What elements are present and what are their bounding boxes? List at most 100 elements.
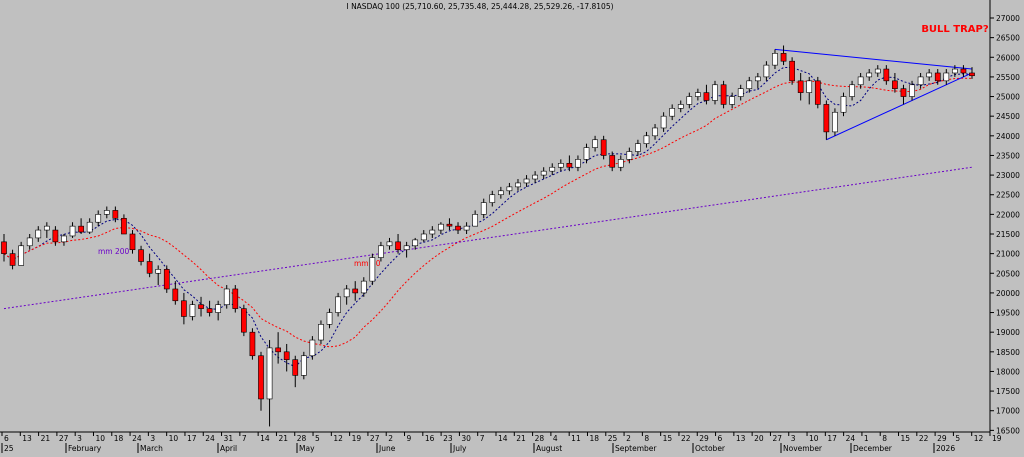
x-month-label: March — [140, 444, 163, 453]
x-day-label: 21 — [278, 434, 288, 443]
candle-body — [849, 84, 855, 97]
candle-body — [772, 53, 778, 66]
x-day-label: 14 — [498, 434, 508, 443]
mm200-line — [3, 166, 973, 310]
x-day-label: 15 — [901, 434, 911, 443]
candle-body — [412, 239, 419, 247]
x-day-label: 18 — [114, 434, 124, 443]
x-day-label: 17 — [187, 434, 197, 443]
candle-body — [720, 84, 727, 105]
candle-body — [583, 147, 590, 160]
y-tick-label: 22500 — [996, 191, 1020, 200]
candle-body — [498, 190, 504, 196]
x-month-label: October — [695, 444, 726, 453]
x-day-label: 8 — [644, 434, 649, 443]
candle-body — [43, 225, 50, 231]
x-day-label: 28 — [297, 434, 307, 443]
candle-body — [241, 308, 247, 333]
candle-body — [463, 225, 470, 231]
candle-body — [121, 217, 127, 235]
x-day-label: 8 — [882, 434, 887, 443]
x-day-label: 29 — [937, 434, 947, 443]
y-tick-label: 19500 — [996, 309, 1020, 318]
y-tick-label: 20000 — [996, 289, 1020, 298]
candle-body — [163, 269, 170, 290]
x-day-label: 3 — [150, 434, 155, 443]
candle-body — [806, 80, 813, 93]
candle-body — [540, 170, 547, 176]
candle-body — [429, 229, 436, 235]
candle-body — [455, 225, 461, 231]
x-month-label: April — [220, 444, 237, 453]
candle-body — [823, 104, 830, 133]
candle-body — [960, 68, 967, 74]
candle-body — [206, 308, 213, 313]
x-day-label: 7 — [480, 434, 485, 443]
x-day-label: 28 — [535, 434, 545, 443]
x-day-label: 12 — [333, 434, 343, 443]
x-day-label: 19 — [992, 434, 1002, 443]
y-tick-label: 26000 — [996, 53, 1020, 62]
candle-body — [626, 151, 633, 160]
x-day-label: 6 — [4, 434, 9, 443]
x-day-label: 10 — [95, 434, 105, 443]
x-day-label: 22 — [919, 434, 929, 443]
x-day-label: 7 — [242, 434, 247, 443]
candle-body — [814, 80, 821, 105]
y-tick-label: 19000 — [996, 328, 1020, 337]
candle-body — [189, 304, 196, 317]
x-month-label: May — [299, 444, 315, 453]
candle-body — [1, 241, 7, 254]
x-day-label: 16 — [425, 434, 435, 443]
y-tick-label: 25500 — [996, 73, 1020, 82]
candle-body — [857, 76, 864, 86]
y-tick-label: 17000 — [996, 407, 1020, 416]
y-tick-label: 25000 — [996, 93, 1020, 102]
candle-body — [797, 80, 804, 93]
candle-body — [840, 96, 847, 113]
candle-body — [635, 143, 641, 152]
candle-body — [112, 210, 119, 219]
candle-body — [746, 80, 753, 89]
candle-body — [95, 214, 102, 223]
candle-body — [52, 229, 59, 243]
candle-body — [489, 194, 496, 203]
candle-body — [892, 80, 898, 89]
candle-body — [352, 288, 359, 294]
candle-body — [600, 139, 607, 156]
candle-body — [832, 111, 838, 133]
candle-body — [369, 257, 376, 282]
x-month-label: December — [853, 444, 893, 453]
candle-body — [378, 245, 384, 258]
candle-body — [198, 304, 204, 309]
triangle-upper-line — [774, 48, 973, 70]
candle-body — [934, 72, 941, 82]
x-day-label: 15 — [663, 434, 673, 443]
mm50-label: mm 50 — [354, 259, 381, 268]
candle-body — [669, 108, 676, 117]
x-day-label: 4 — [553, 434, 558, 443]
candle-body — [549, 166, 556, 172]
x-day-label: 27 — [59, 434, 69, 443]
x-day-label: 31 — [224, 434, 234, 443]
x-day-label: 10 — [169, 434, 179, 443]
candle-body — [789, 60, 795, 82]
candle-body — [480, 202, 487, 215]
mm50-line — [3, 77, 973, 348]
x-day-label: 24 — [846, 434, 856, 443]
x-month-label: September — [615, 444, 657, 453]
candle-body — [926, 72, 933, 78]
candle-body — [86, 221, 93, 233]
bull-trap-annotation: BULL TRAP? — [921, 24, 989, 35]
x-day-label: 21 — [516, 434, 526, 443]
candle-body — [69, 225, 76, 237]
candle-body — [652, 127, 658, 137]
candle-body — [532, 174, 538, 180]
candle-body — [215, 304, 222, 313]
x-day-label: 2 — [626, 434, 631, 443]
x-day-label: 6 — [718, 434, 723, 443]
candle-body — [617, 159, 624, 168]
candle-body — [917, 76, 924, 86]
candle-body — [737, 88, 744, 97]
